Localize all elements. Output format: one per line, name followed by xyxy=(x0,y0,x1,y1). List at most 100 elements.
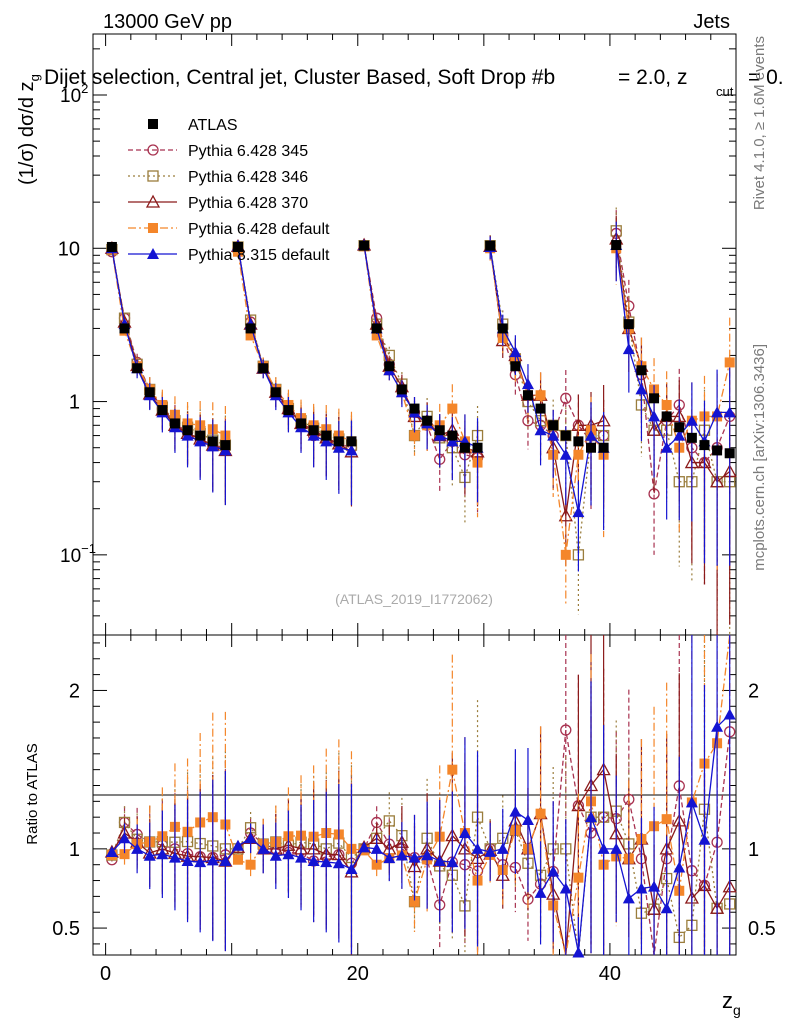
data-point xyxy=(320,435,333,447)
legend-marker xyxy=(148,223,158,233)
data-point xyxy=(560,392,572,404)
ratio-point xyxy=(119,849,130,860)
data-point xyxy=(548,420,559,431)
ratio-point xyxy=(131,842,144,854)
data-point xyxy=(723,406,736,418)
data-point xyxy=(573,449,584,460)
data-point xyxy=(724,357,735,368)
series-line xyxy=(489,246,604,516)
ratio-tick-label-left: 1 xyxy=(69,839,80,861)
legend-entry: Pythia 6.428 345 xyxy=(128,143,308,160)
data-point xyxy=(724,448,735,459)
ratio-point xyxy=(156,848,169,860)
data-point xyxy=(258,363,269,374)
series-line xyxy=(363,244,478,449)
data-point xyxy=(283,405,294,416)
ratio-point xyxy=(458,827,471,839)
energy-label: 13000 GeV pp xyxy=(103,11,232,33)
legend-entry: ATLAS xyxy=(148,117,238,134)
data-point xyxy=(586,442,597,453)
ratio-point xyxy=(622,892,635,904)
series-line xyxy=(615,244,730,449)
data-point xyxy=(106,241,117,252)
ratio-point xyxy=(723,708,736,720)
data-point xyxy=(649,393,660,404)
data-point xyxy=(434,425,445,436)
selection-main: Dijet selection, Central jet, Cluster Ba… xyxy=(44,66,555,89)
data-point xyxy=(535,390,546,401)
x-tick-label: 0 xyxy=(100,963,111,985)
series-line xyxy=(237,245,352,452)
data-point xyxy=(521,378,534,390)
main-series-layer xyxy=(104,207,737,635)
ratio-point xyxy=(635,882,648,894)
ratio-point xyxy=(282,848,295,860)
data-point xyxy=(132,363,143,374)
data-point xyxy=(446,435,459,447)
x-axis-sub: g xyxy=(733,1002,741,1018)
ratio-point xyxy=(332,857,345,869)
ratio-point xyxy=(105,845,118,857)
ratio-tick-label-left: 0.5 xyxy=(52,918,80,940)
ratio-point xyxy=(471,842,484,854)
y-tick-exp: −1 xyxy=(81,541,96,556)
ratio-point xyxy=(231,839,244,851)
data-point xyxy=(207,436,218,447)
data-point xyxy=(685,414,698,426)
data-point xyxy=(686,432,697,443)
data-point xyxy=(509,346,522,358)
cut-subscript: cut xyxy=(716,84,734,99)
data-point xyxy=(535,403,546,414)
legend-label: Pythia 6.428 370 xyxy=(188,195,308,212)
ratio-point xyxy=(496,842,509,854)
data-point xyxy=(623,319,634,330)
cut-tail: = 0. xyxy=(748,66,784,89)
legend-label: Pythia 6.428 346 xyxy=(188,169,308,186)
ratio-point xyxy=(585,811,598,823)
ratio-point xyxy=(370,842,383,854)
data-point xyxy=(648,410,661,422)
data-point xyxy=(560,430,571,441)
ratio-point xyxy=(143,849,156,861)
data-point xyxy=(472,442,483,453)
data-point xyxy=(195,430,206,441)
data-point xyxy=(371,330,382,341)
data-point xyxy=(611,240,622,251)
data-point xyxy=(396,384,407,395)
legend-label: Pythia 8.315 default xyxy=(188,247,330,264)
legend-entry: Pythia 6.428 346 xyxy=(128,169,308,186)
ratio-point xyxy=(181,855,194,867)
series-line xyxy=(615,230,730,483)
ratio-line xyxy=(111,729,731,956)
ratio-point xyxy=(409,896,420,907)
data-point xyxy=(321,430,332,441)
analysis-watermark: (ATLAS_2019_I1772062) xyxy=(335,591,493,607)
series-line xyxy=(363,245,479,480)
ratio-point xyxy=(673,861,686,873)
y-tick-label: 1 xyxy=(69,392,80,414)
data-point xyxy=(333,436,344,447)
data-point xyxy=(585,429,598,441)
data-point xyxy=(119,323,130,334)
y-tick-label: 10−1 xyxy=(60,541,96,567)
ratio-point xyxy=(446,856,459,868)
data-point xyxy=(635,383,648,395)
ratio-point xyxy=(447,764,458,775)
x-tick-label: 40 xyxy=(599,963,621,985)
legend: ATLAS Pythia 6.428 345 Pythia 6.428 346 Pyt… xyxy=(128,117,330,264)
legend-label: Pythia 6.428 345 xyxy=(188,143,308,160)
ratio-point xyxy=(408,851,421,863)
ratio-point xyxy=(521,814,534,826)
data-point xyxy=(296,418,307,429)
data-point xyxy=(547,429,560,441)
ratio-point xyxy=(118,832,131,844)
data-point xyxy=(345,444,358,456)
data-point xyxy=(182,425,193,436)
series-line xyxy=(237,248,352,449)
series-line xyxy=(111,251,226,449)
legend-entry: Pythia 8.315 default xyxy=(128,247,330,264)
y-axis-sub: g xyxy=(27,74,42,81)
data-point xyxy=(572,506,585,518)
ratio-point xyxy=(345,863,358,875)
